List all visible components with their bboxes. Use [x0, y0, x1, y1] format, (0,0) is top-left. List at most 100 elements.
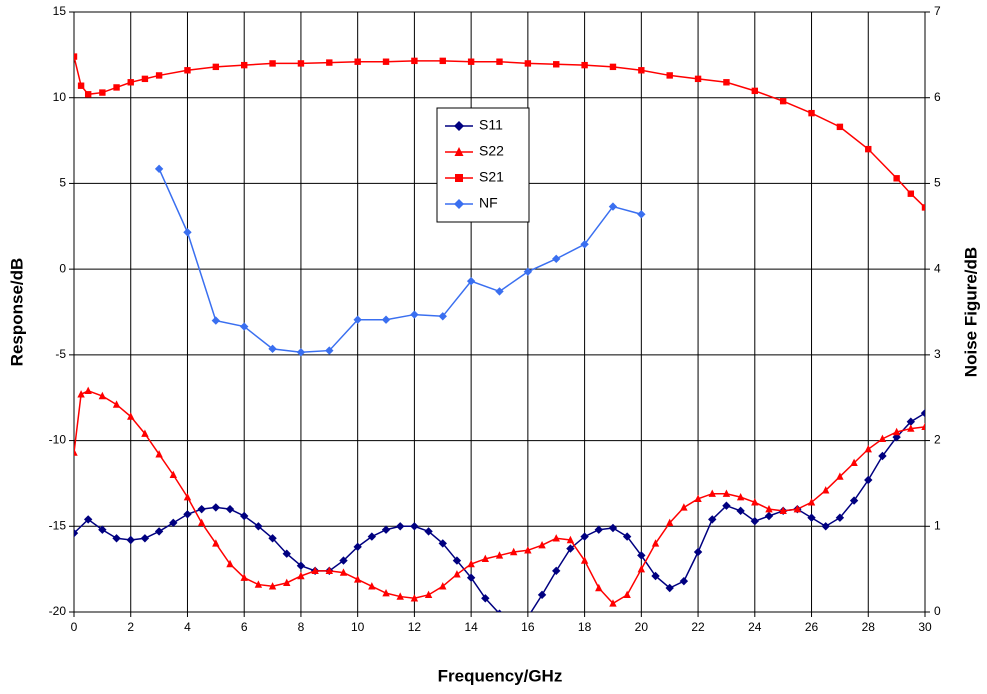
marker — [439, 582, 447, 590]
marker — [622, 532, 632, 541]
marker — [240, 511, 249, 521]
marker — [907, 424, 915, 432]
marker — [169, 518, 178, 528]
marker — [878, 451, 887, 461]
marker — [524, 60, 532, 67]
y-tick-label: 0 — [59, 261, 66, 275]
x-tick-label: 14 — [464, 620, 478, 634]
marker — [608, 202, 618, 211]
marker — [892, 427, 901, 436]
marker — [339, 556, 348, 565]
marker — [665, 583, 674, 593]
marker — [552, 254, 561, 264]
marker — [808, 109, 815, 117]
y-tick-label: -10 — [49, 433, 67, 447]
x-tick-label: 0 — [71, 620, 78, 634]
marker — [83, 515, 93, 524]
marker — [241, 61, 248, 69]
marker — [382, 58, 390, 65]
marker — [453, 570, 461, 578]
marker — [269, 60, 276, 67]
marker — [651, 539, 660, 547]
marker — [296, 348, 306, 357]
marker — [211, 503, 221, 512]
marker — [98, 525, 107, 534]
marker — [127, 412, 135, 420]
y2-tick-label: 7 — [934, 4, 941, 18]
y2-tick-label: 1 — [934, 518, 941, 532]
marker — [708, 515, 717, 524]
marker — [410, 522, 419, 531]
marker — [680, 503, 688, 511]
marker — [481, 594, 490, 603]
y2-tick-label: 3 — [934, 347, 941, 361]
x-tick-label: 4 — [184, 620, 191, 634]
plot-area — [74, 53, 925, 630]
marker — [367, 532, 377, 541]
marker — [77, 82, 85, 89]
marker — [666, 72, 673, 79]
x-tick-label: 24 — [748, 620, 762, 634]
marker — [268, 534, 277, 543]
marker — [169, 470, 177, 479]
marker — [155, 450, 163, 458]
x-tick-label: 8 — [298, 620, 305, 634]
marker — [779, 97, 787, 105]
marker — [523, 267, 533, 276]
marker — [112, 400, 121, 408]
marker — [835, 513, 845, 522]
marker — [455, 174, 463, 182]
marker — [723, 79, 730, 86]
marker — [906, 417, 916, 426]
series-line — [158, 168, 642, 354]
marker — [140, 534, 150, 543]
marker — [381, 315, 391, 324]
marker — [382, 588, 390, 597]
series-line — [74, 390, 925, 605]
marker — [467, 559, 475, 568]
marker — [694, 494, 702, 503]
marker — [822, 486, 830, 494]
marker — [353, 542, 362, 552]
marker — [339, 568, 348, 576]
y2-tick-label: 6 — [934, 90, 941, 104]
marker — [751, 87, 758, 95]
marker — [679, 576, 689, 586]
marker — [736, 506, 745, 516]
marker — [154, 164, 164, 174]
marker — [268, 582, 277, 590]
marker — [807, 513, 816, 522]
marker — [595, 583, 603, 592]
marker — [694, 75, 702, 83]
marker — [509, 622, 517, 630]
marker — [566, 544, 575, 553]
y-tick-label: -15 — [49, 518, 67, 532]
marker — [666, 518, 674, 527]
marker — [793, 504, 802, 513]
marker — [113, 84, 120, 91]
marker — [864, 475, 873, 485]
marker — [197, 518, 206, 527]
legend-label: S22 — [479, 143, 504, 159]
marker — [524, 546, 532, 554]
marker — [637, 210, 646, 219]
y-tick-label: 15 — [53, 4, 67, 18]
marker — [368, 582, 376, 590]
marker — [850, 458, 858, 467]
marker — [438, 539, 447, 548]
marker — [354, 58, 361, 65]
marker — [693, 547, 703, 557]
marker — [765, 504, 773, 513]
marker — [126, 535, 135, 545]
marker — [127, 79, 134, 86]
legend-box — [436, 107, 530, 223]
x-tick-label: 26 — [805, 620, 819, 634]
marker — [424, 590, 433, 599]
marker — [211, 316, 221, 325]
marker — [538, 540, 546, 549]
marker — [74, 528, 79, 538]
marker — [396, 522, 405, 531]
marker — [553, 61, 560, 68]
marker — [552, 566, 561, 576]
marker — [212, 539, 220, 547]
